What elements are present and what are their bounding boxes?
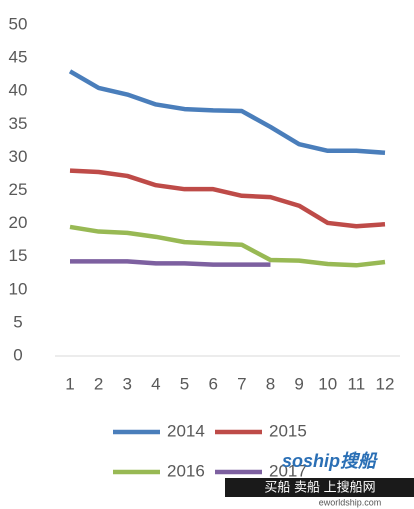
watermark-brand: soship搜船	[282, 451, 378, 471]
series-line	[69, 168, 386, 229]
x-tick-label: 9	[294, 374, 303, 393]
x-tick-label: 7	[237, 374, 246, 393]
x-tick-label: 1	[65, 374, 74, 393]
series-line	[69, 224, 386, 268]
x-tick-label: 4	[151, 374, 160, 393]
series-line	[68, 69, 386, 156]
x-tick-label: 8	[266, 374, 275, 393]
x-tick-label: 5	[180, 374, 189, 393]
watermark-tagline: 买船 卖船 上搜船网	[264, 479, 375, 494]
x-tick-label: 12	[376, 374, 395, 393]
series-line	[70, 259, 271, 267]
y-tick-label: 30	[9, 147, 28, 166]
x-tick-label: 11	[348, 374, 366, 393]
x-tick-label: 10	[318, 374, 337, 393]
legend-label: 2016	[167, 461, 205, 480]
y-tick-label: 50	[9, 14, 28, 33]
legend-label: 2015	[269, 421, 307, 440]
watermark-site: eworldship.com	[319, 497, 382, 507]
x-tick-label: 6	[208, 374, 217, 393]
watermark-bar	[225, 478, 414, 497]
y-tick-label: 45	[9, 48, 28, 67]
y-tick-label: 10	[9, 279, 28, 298]
y-tick-label: 15	[9, 246, 28, 265]
x-tick-label: 3	[123, 374, 132, 393]
y-tick-label: 35	[9, 114, 28, 133]
legend-label: 2014	[167, 421, 205, 440]
x-tick-label: 2	[94, 374, 103, 393]
y-tick-label: 0	[13, 345, 22, 364]
y-tick-label: 40	[9, 81, 28, 100]
y-tick-label: 20	[9, 213, 28, 232]
y-tick-label: 25	[9, 180, 28, 199]
y-tick-label: 5	[13, 312, 22, 331]
legend-label: 2017	[269, 461, 307, 480]
